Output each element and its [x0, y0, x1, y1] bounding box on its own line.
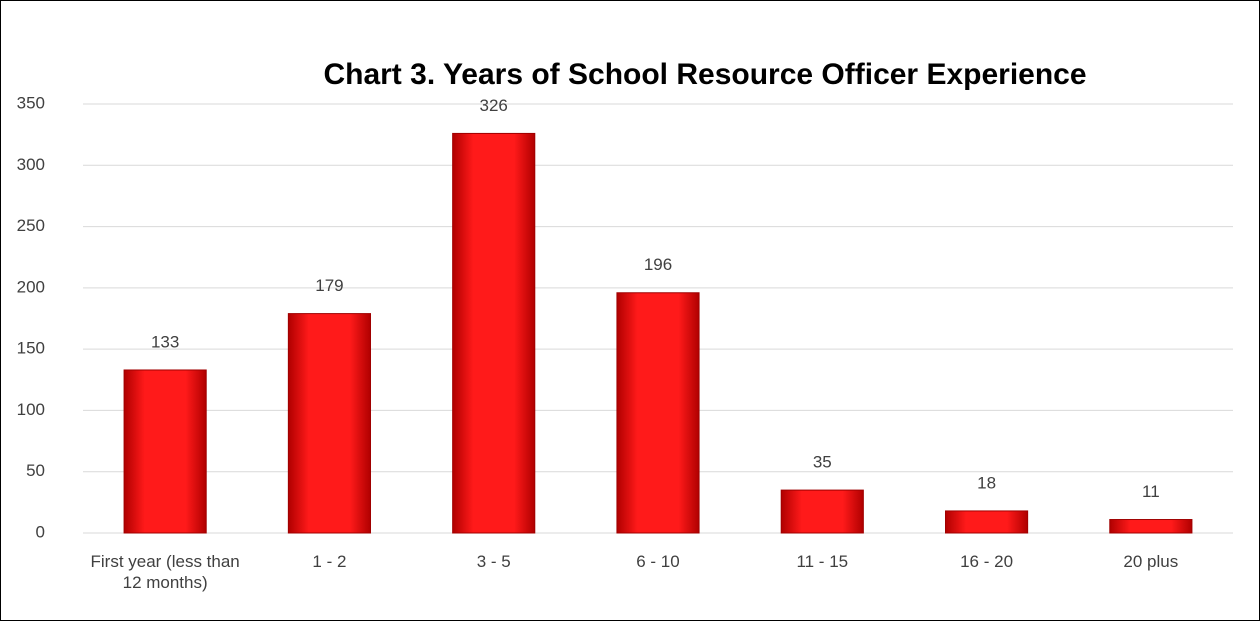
data-label: 196 — [644, 255, 672, 274]
data-label: 179 — [315, 276, 343, 295]
x-tick-label: 1 - 2 — [312, 552, 347, 571]
y-tick-label: 300 — [17, 155, 45, 174]
y-tick-label: 350 — [17, 93, 45, 112]
bar — [452, 132, 536, 534]
x-tick-label: 16 - 20 — [960, 552, 1014, 571]
data-label: 133 — [151, 332, 179, 351]
data-label: 326 — [480, 96, 508, 115]
bar — [1109, 519, 1193, 534]
y-tick-label: 50 — [26, 461, 45, 480]
y-tick-label: 250 — [17, 216, 45, 235]
bar — [287, 313, 372, 534]
data-label: 18 — [977, 473, 996, 492]
x-tick-label: 3 - 5 — [476, 552, 511, 571]
y-tick-label: 150 — [17, 339, 45, 358]
bar — [945, 510, 1029, 534]
bar — [616, 292, 700, 534]
y-tick-label: 100 — [17, 400, 45, 419]
x-tick-label: 20 plus — [1123, 552, 1179, 571]
x-tick-label: First year (less than 12 months) — [90, 552, 240, 592]
data-label: 11 — [1142, 482, 1160, 501]
chart-title: Chart 3. Years of School Resource Office… — [323, 58, 1086, 91]
y-tick-label: 200 — [17, 277, 45, 296]
bar — [123, 369, 207, 534]
x-tick-label: 11 - 15 — [796, 552, 849, 571]
y-tick-label: 0 — [36, 522, 45, 541]
bar — [780, 489, 864, 534]
data-label: 35 — [813, 453, 832, 472]
x-tick-label: 6 - 10 — [636, 552, 680, 571]
